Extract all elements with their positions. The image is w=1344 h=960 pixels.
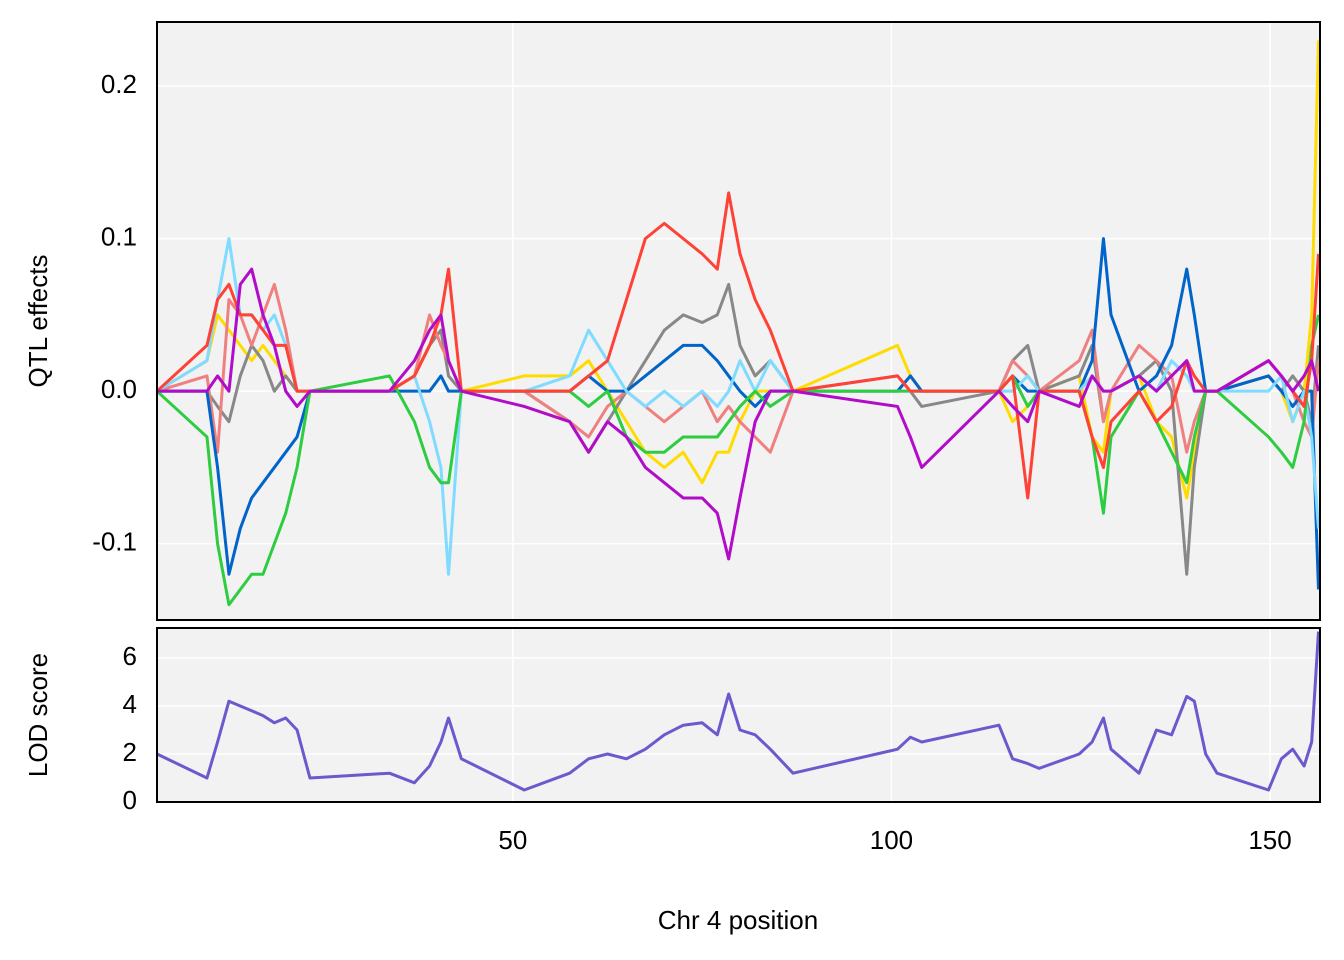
series-line: [157, 237, 1320, 590]
series-line: [156, 631, 1320, 792]
plot-area: [157, 22, 1320, 620]
series-line: [155, 191, 1320, 500]
y-tick-label: -0.1: [92, 527, 137, 557]
x-tick-label: 150: [1248, 825, 1291, 855]
x-axis-label: Chr 4 position: [658, 905, 818, 935]
series-line: [157, 267, 1320, 561]
plot-area: [157, 628, 1320, 802]
y-axis-label: LOD score: [23, 653, 53, 777]
x-tick-label: 100: [870, 825, 913, 855]
plot-border: [156, 627, 1321, 803]
y-tick-label: 2: [123, 737, 137, 767]
plot-border: [156, 21, 1321, 621]
y-tick-label: 0.1: [101, 221, 137, 251]
series-line: [155, 314, 1320, 607]
x-tick-label: 50: [498, 825, 527, 855]
y-tick-label: 0.2: [101, 69, 137, 99]
y-axis-label: QTL effects: [23, 255, 53, 388]
y-tick-label: 6: [123, 641, 137, 671]
y-tick-label: 4: [123, 689, 137, 719]
y-tick-label: 0.0: [101, 374, 137, 404]
y-tick-label: 0: [123, 785, 137, 815]
